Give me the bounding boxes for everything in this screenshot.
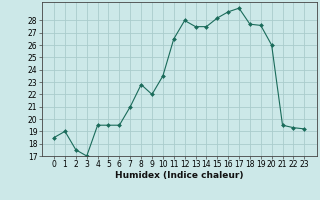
X-axis label: Humidex (Indice chaleur): Humidex (Indice chaleur)	[115, 171, 244, 180]
